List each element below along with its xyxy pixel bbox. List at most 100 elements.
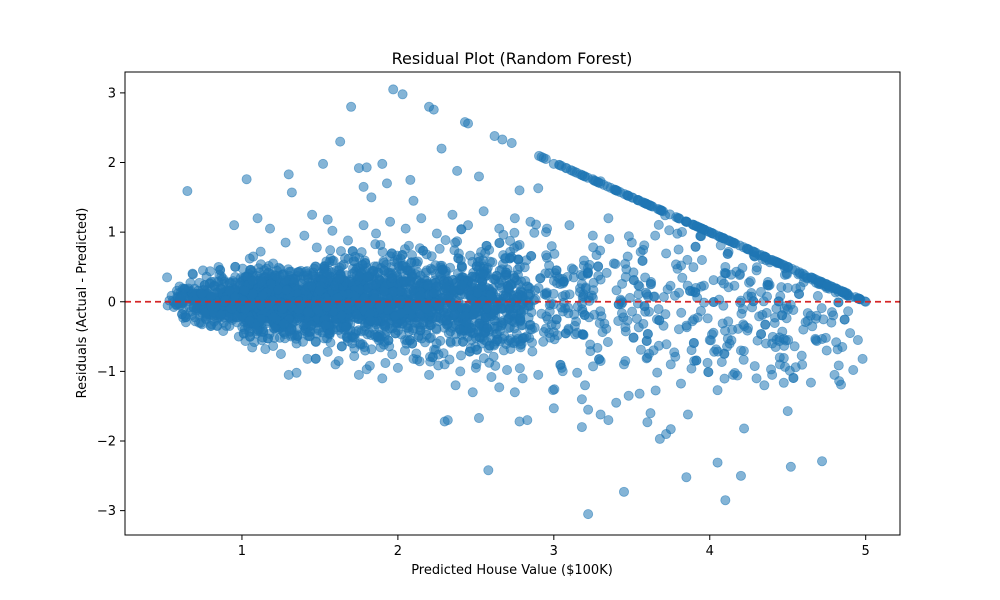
data-point (533, 283, 544, 294)
data-point (805, 377, 816, 388)
data-point (244, 253, 255, 264)
data-point (230, 261, 241, 272)
data-point (387, 273, 398, 284)
data-point (286, 187, 297, 198)
data-point (642, 417, 653, 428)
data-point (371, 228, 382, 239)
data-point (576, 394, 587, 405)
data-point (702, 357, 713, 368)
data-point (571, 316, 582, 327)
data-point (273, 284, 284, 295)
data-point (595, 274, 606, 285)
data-point (572, 367, 583, 378)
data-point (633, 289, 644, 300)
data-point (361, 162, 372, 173)
data-point (506, 138, 517, 149)
data-point (406, 257, 417, 268)
data-point (386, 248, 397, 259)
data-point (712, 385, 723, 396)
data-point (812, 291, 823, 302)
data-point (843, 306, 854, 317)
data-point (718, 300, 729, 311)
data-point (682, 409, 693, 420)
data-point (673, 324, 684, 335)
data-point (364, 360, 375, 371)
data-point (171, 300, 182, 311)
data-point (735, 470, 746, 481)
data-point (448, 301, 459, 312)
data-point (291, 338, 302, 349)
data-point (256, 276, 267, 287)
data-point (522, 415, 533, 426)
data-point (514, 363, 525, 374)
data-point (549, 248, 560, 259)
data-point (595, 306, 606, 317)
data-point (567, 165, 578, 176)
data-point (637, 255, 648, 266)
data-point (603, 415, 614, 426)
data-point (582, 267, 593, 278)
data-point (548, 288, 559, 299)
data-point (280, 237, 291, 248)
data-point (310, 353, 321, 364)
data-points (162, 84, 871, 520)
data-point (502, 364, 513, 375)
data-point (197, 265, 208, 276)
data-point (206, 301, 217, 312)
data-point (255, 246, 266, 257)
data-point (755, 286, 766, 297)
data-point (593, 261, 604, 272)
data-point (378, 256, 389, 267)
y-tick-label: −2 (97, 435, 116, 450)
data-point (703, 367, 714, 378)
data-point (245, 264, 256, 275)
data-point (689, 355, 700, 366)
data-point (399, 276, 410, 287)
data-point (310, 336, 321, 347)
data-point (503, 283, 514, 294)
data-point (617, 278, 628, 289)
data-point (470, 362, 481, 373)
data-point (769, 318, 780, 329)
data-point (642, 328, 653, 339)
data-point (826, 317, 837, 328)
data-point (487, 283, 498, 294)
data-point (456, 280, 467, 291)
data-point (610, 258, 621, 269)
data-point (588, 361, 599, 372)
data-point (190, 316, 201, 327)
chart-title: Residual Plot (Random Forest) (392, 49, 633, 68)
data-point (504, 322, 515, 333)
data-point (471, 261, 482, 272)
data-point (485, 291, 496, 302)
data-point (621, 264, 632, 275)
data-point (478, 206, 489, 217)
data-point (205, 291, 216, 302)
data-point (676, 226, 687, 237)
data-point (618, 486, 629, 497)
data-point (366, 192, 377, 203)
data-point (837, 342, 848, 353)
data-point (383, 335, 394, 346)
data-point (576, 422, 587, 433)
data-point (545, 298, 556, 309)
data-point (525, 216, 536, 227)
data-point (283, 169, 294, 180)
data-point (405, 174, 416, 185)
data-point (517, 333, 528, 344)
data-point (415, 270, 426, 281)
data-point (739, 423, 750, 434)
data-point (675, 378, 686, 389)
data-point (727, 324, 738, 335)
data-point (848, 364, 859, 375)
data-point (447, 209, 458, 220)
y-axis-label: Residuals (Actual - Predicted) (75, 208, 90, 399)
data-point (256, 313, 267, 324)
data-point (685, 285, 696, 296)
data-point (472, 288, 483, 299)
data-point (595, 409, 606, 420)
data-point (526, 250, 537, 261)
data-point (362, 271, 373, 282)
data-point (690, 241, 701, 252)
data-point (780, 335, 791, 346)
